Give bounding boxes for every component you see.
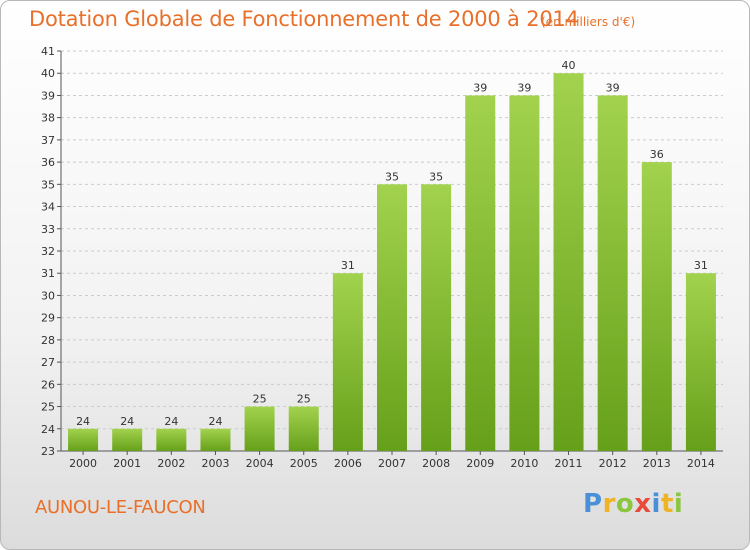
x-tick-label: 2011 (555, 457, 583, 470)
y-tick-label: 27 (41, 356, 55, 369)
y-tick-label: 23 (41, 445, 55, 458)
bars (68, 73, 716, 452)
bar-value-label: 24 (208, 415, 222, 428)
bar-value-label: 39 (517, 81, 531, 94)
bar (244, 406, 275, 451)
x-tick-label: 2010 (510, 457, 538, 470)
logo-letter: t (660, 489, 674, 519)
y-tick-label: 41 (41, 45, 55, 58)
bar (112, 428, 143, 451)
bar (553, 73, 584, 451)
y-tick-label: 26 (41, 378, 55, 391)
y-tick-label: 31 (41, 267, 55, 280)
x-tick-label: 2013 (643, 457, 671, 470)
labels: 23 24 25 26 27 28 29 30 31 32 33 34 35 36 37 38 39 40 41 20… (41, 45, 715, 470)
bar (377, 184, 407, 452)
x-tick-label: 2003 (201, 457, 229, 470)
bar (156, 428, 187, 451)
y-tick-label: 37 (41, 134, 55, 147)
y-tick-label: 24 (41, 423, 55, 436)
bar-value-label: 35 (429, 170, 443, 183)
bar-value-label: 31 (341, 259, 355, 272)
x-tick-label: 2012 (599, 457, 627, 470)
y-tick-label: 39 (41, 89, 55, 102)
y-tick-label: 36 (41, 156, 55, 169)
x-tick-label: 2007 (378, 457, 406, 470)
y-tick-label: 25 (41, 401, 55, 414)
bar-value-label: 24 (76, 415, 90, 428)
x-tick-label: 2009 (466, 457, 494, 470)
bar (288, 406, 319, 451)
bar (68, 428, 99, 451)
bar-value-label: 35 (385, 170, 399, 183)
logo-letter: o (615, 489, 635, 519)
logo-letter: x (634, 489, 652, 519)
y-tick-label: 40 (41, 67, 55, 80)
x-tick-label: 2004 (246, 457, 274, 470)
bar-value-label: 39 (606, 81, 620, 94)
y-tick-label: 32 (41, 245, 55, 258)
commune-name: AUNOU-LE-FAUCON (35, 497, 206, 518)
x-tick-label: 2001 (113, 457, 141, 470)
x-tick-label: 2014 (687, 457, 715, 470)
bar-value-label: 39 (473, 81, 487, 94)
bar (685, 273, 716, 451)
x-tick-label: 2000 (69, 457, 97, 470)
bar (597, 95, 628, 451)
x-tick-label: 2008 (422, 457, 450, 470)
proxiti-logo: Proxiti (583, 489, 683, 519)
bar-value-label: 24 (120, 415, 134, 428)
y-tick-label: 33 (41, 223, 55, 236)
y-tick-label: 29 (41, 312, 55, 325)
y-tick-label: 35 (41, 178, 55, 191)
bar (332, 273, 363, 451)
x-tick-label: 2002 (157, 457, 185, 470)
x-tick-label: 2005 (290, 457, 318, 470)
logo-letter: i (673, 489, 684, 519)
bar-value-label: 25 (297, 393, 311, 406)
bar-value-label: 31 (694, 259, 708, 272)
logo-letter: r (602, 489, 616, 519)
bar (421, 184, 452, 452)
y-tick-label: 38 (41, 112, 55, 125)
y-tick-label: 30 (41, 289, 55, 302)
chart-subtitle: (en milliers d'€) (541, 15, 636, 29)
bar (641, 162, 672, 451)
bar-value-label: 36 (650, 148, 664, 161)
bar (200, 428, 231, 451)
bar-value-label: 25 (253, 393, 267, 406)
x-tick-label: 2006 (334, 457, 362, 470)
chart-title: Dotation Globale de Fonctionnement de 20… (29, 7, 579, 31)
bar-value-label: 24 (164, 415, 178, 428)
bar-value-label: 40 (562, 59, 576, 72)
logo-letter: P (583, 489, 603, 519)
logo-letter: i (651, 489, 661, 519)
y-tick-label: 28 (41, 334, 55, 347)
bar (465, 95, 496, 451)
bar (509, 95, 540, 451)
y-tick-label: 34 (41, 201, 55, 214)
